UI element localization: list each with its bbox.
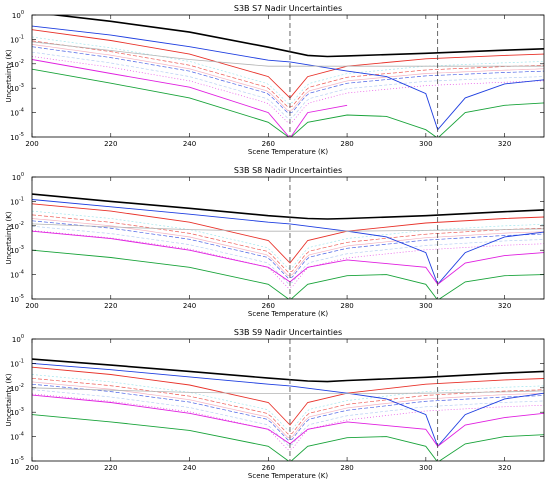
series-line-1 xyxy=(32,193,544,220)
panel-2: S3B S8 Nadir Uncertainties 200 220 240 260 28… xyxy=(5,166,545,318)
x-tick-label: 300 xyxy=(419,464,432,472)
y-tick-label: 10-1 xyxy=(10,358,24,368)
x-tick-label: 200 xyxy=(25,464,38,472)
x-tick-label: 200 xyxy=(25,140,38,148)
y-tick-exponent: -2 xyxy=(19,383,24,389)
x-axis-label: Scene Temperature (K) xyxy=(248,310,328,318)
y-tick-label: 10-2 xyxy=(10,221,24,231)
background-curves xyxy=(32,374,544,451)
y-tick-exponent: -4 xyxy=(19,432,24,438)
x-tick-label: 260 xyxy=(262,140,275,148)
series-line-1 xyxy=(32,358,544,383)
y-axis-label: Uncertainty (K) xyxy=(5,49,13,102)
y-axis-label: Uncertainty (K) xyxy=(5,211,13,264)
y-tick-label: 100 xyxy=(12,172,24,182)
y-tick-exponent: -3 xyxy=(19,245,24,251)
x-tick-label: 280 xyxy=(340,302,353,310)
series-line-1 xyxy=(49,15,544,58)
series-line-5 xyxy=(32,59,348,137)
series-line-2 xyxy=(32,366,544,426)
plot-frame xyxy=(31,14,545,138)
y-tick-label: 10-5 xyxy=(10,294,24,304)
background-curves xyxy=(32,36,544,124)
y-tick-label: 10-5 xyxy=(10,456,24,466)
y-tick-label: 10-4 xyxy=(10,270,24,280)
series-line-5 xyxy=(32,230,544,285)
x-tick-label: 200 xyxy=(25,302,38,310)
series-line-5 xyxy=(32,394,544,447)
x-axis-label: Scene Temperature (K) xyxy=(248,148,328,156)
y-tick-exponent: -2 xyxy=(19,221,24,227)
plot-frame xyxy=(31,176,545,300)
series-line-4 xyxy=(32,249,544,299)
y-axis-label: Uncertainty (K) xyxy=(5,373,13,426)
y-tick-exponent: 0 xyxy=(21,334,24,340)
y-tick-label: 10-3 xyxy=(10,83,24,93)
x-tick-label: 300 xyxy=(419,140,432,148)
x-tick-label: 240 xyxy=(183,140,196,148)
y-tick-label: 10-5 xyxy=(10,132,24,142)
y-tick-exponent: -4 xyxy=(19,108,24,114)
y-tick-exponent: -1 xyxy=(19,196,24,202)
panel-3: S3B S9 Nadir Uncertainties 200 220 240 260 28… xyxy=(5,328,545,480)
panel-1: S3B S7 Nadir Uncertainties 200 220 240 260 28… xyxy=(5,4,545,156)
series-line-3 xyxy=(32,362,544,448)
x-axis-label: Scene Temperature (K) xyxy=(248,472,328,480)
y-tick-label: 100 xyxy=(12,334,24,344)
x-tick-label: 320 xyxy=(498,302,511,310)
y-tick-exponent: -5 xyxy=(19,132,24,138)
panel-title: S3B S7 Nadir Uncertainties xyxy=(234,4,342,13)
y-tick-exponent: 0 xyxy=(21,172,24,178)
series-line-6 xyxy=(32,41,544,67)
x-tick-label: 300 xyxy=(419,302,432,310)
x-tick-label: 320 xyxy=(498,140,511,148)
series-line-4 xyxy=(32,414,544,461)
series-line-2 xyxy=(32,29,544,99)
y-tick-label: 10-2 xyxy=(10,59,24,69)
y-tick-label: 10-4 xyxy=(10,108,24,118)
x-tick-label: 260 xyxy=(262,464,275,472)
x-tick-label: 240 xyxy=(183,302,196,310)
y-tick-label: 10-4 xyxy=(10,432,24,442)
x-tick-label: 240 xyxy=(183,464,196,472)
y-tick-label: 10-2 xyxy=(10,383,24,393)
x-tick-label: 220 xyxy=(104,302,117,310)
x-tick-label: 320 xyxy=(498,464,511,472)
y-tick-exponent: -3 xyxy=(19,83,24,89)
panel-title: S3B S8 Nadir Uncertainties xyxy=(234,166,342,175)
x-tick-label: 280 xyxy=(340,464,353,472)
series-line-3 xyxy=(32,199,544,286)
y-tick-label: 10-3 xyxy=(10,245,24,255)
y-tick-exponent: 0 xyxy=(21,10,24,16)
series-line-2 xyxy=(32,203,544,264)
panel-title: S3B S9 Nadir Uncertainties xyxy=(234,328,342,337)
y-tick-exponent: -1 xyxy=(19,358,24,364)
x-tick-label: 280 xyxy=(340,140,353,148)
plot-frame xyxy=(31,338,545,462)
y-tick-label: 10-1 xyxy=(10,34,24,44)
y-tick-label: 10-1 xyxy=(10,196,24,206)
series-line-6 xyxy=(32,223,544,232)
series-line-3 xyxy=(32,25,544,131)
background-curves xyxy=(32,210,544,289)
y-tick-exponent: -5 xyxy=(19,456,24,462)
y-tick-exponent: -4 xyxy=(19,270,24,276)
y-tick-exponent: -5 xyxy=(19,294,24,300)
y-tick-exponent: -2 xyxy=(19,59,24,65)
y-tick-label: 10-3 xyxy=(10,407,24,417)
series-line-6 xyxy=(32,387,544,394)
x-tick-label: 220 xyxy=(104,140,117,148)
x-tick-label: 260 xyxy=(262,302,275,310)
y-tick-label: 100 xyxy=(12,10,24,20)
y-tick-exponent: -1 xyxy=(19,34,24,40)
x-tick-label: 220 xyxy=(104,464,117,472)
series-line-4 xyxy=(32,68,544,137)
y-tick-exponent: -3 xyxy=(19,407,24,413)
